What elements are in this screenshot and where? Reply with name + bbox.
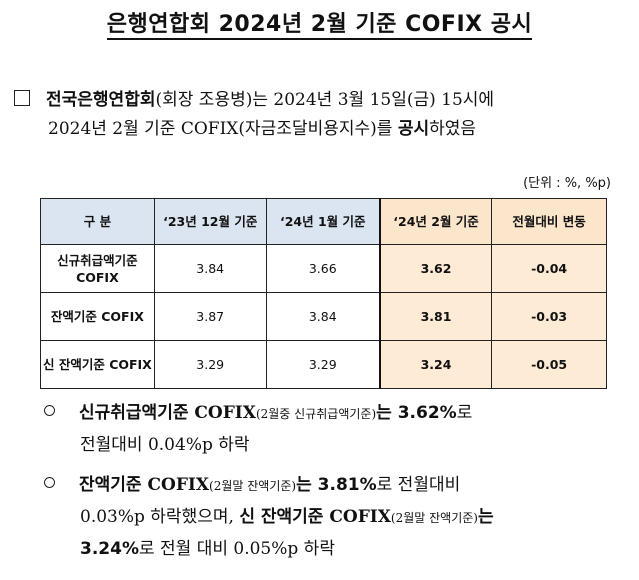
cell-feb: 3.24 — [378, 340, 493, 389]
bullet-2-paren: (2월말 잔액기준) — [209, 479, 297, 493]
intro-paragraph: 전국은행연합회(회장 조용병)는 2024년 3월 15일(금) 15시에 20… — [14, 86, 629, 144]
bullet-1-line-2: 전월대비 0.04%p 하락 — [80, 435, 250, 455]
circle-bullet-icon — [44, 477, 55, 488]
bullet-2-line-1: 잔액기준 COFIX(2월말 잔액기준)는 3.81%로 전월대비 — [44, 470, 634, 502]
row-label: 신 잔액기준 COFIX — [40, 340, 155, 389]
cell-jan: 3.66 — [265, 244, 381, 293]
cell-change: -0.05 — [491, 340, 607, 389]
header-jan-2024: ‘24년 1월 기준 — [265, 198, 381, 245]
bullet-1-head: 신규취급액기준 COFIX — [79, 403, 256, 423]
intro-text-2-bold: 공시 — [397, 119, 430, 139]
table-row: 잔액기준 COFIX 3.87 3.84 3.81 -0.03 — [40, 292, 607, 341]
unit-label: (단위 : %, %p) — [523, 176, 611, 191]
page-title: 은행연합회 2024년 2월 기준 COFIX 공시 — [0, 6, 639, 40]
intro-paren: (회장 조용병) — [155, 90, 253, 110]
bullet-2-value: 3.81% — [317, 475, 377, 495]
bullet-2-is: 는 — [296, 475, 318, 495]
row-label: 잔액기준 COFIX — [40, 292, 155, 341]
header-change: 전월대비 변동 — [491, 198, 607, 245]
cell-change: -0.03 — [491, 292, 607, 341]
bullet-2-tail: 로 전월대비 — [376, 475, 461, 495]
intro-line-1: 전국은행연합회(회장 조용병)는 2024년 3월 15일(금) 15시에 — [14, 86, 629, 115]
page-title-text: 은행연합회 2024년 2월 기준 COFIX 공시 — [106, 12, 533, 40]
intro-line-2: 2024년 2월 기준 COFIX(자금조달비용지수)를 공시하였음 — [14, 115, 629, 144]
intro-org: 전국은행연합회 — [46, 90, 156, 110]
bullet-2-line-3: 3.24%로 전월 대비 0.05%p 하락 — [44, 534, 634, 565]
summary-bullets: 신규취급액기준 COFIX(2월중 신규취급액기준)는 3.62%로 전월대비 … — [44, 398, 634, 574]
row-label: 신규취급액기준 COFIX — [40, 244, 155, 293]
cell-feb: 3.81 — [378, 292, 493, 341]
cell-jan: 3.29 — [265, 340, 381, 389]
bullet-1-line-1: 신규취급액기준 COFIX(2월중 신규취급액기준)는 3.62%로 — [44, 398, 634, 430]
table-header-row: 구 분 ‘23년 12월 기준 ‘24년 1월 기준 ‘24년 2월 기준 전월… — [40, 198, 607, 245]
intro-text-2-post: 하였음 — [429, 119, 477, 139]
cell-jan: 3.84 — [265, 292, 381, 341]
cell-change: -0.04 — [491, 244, 607, 293]
bullet-1-tail: 로 — [456, 403, 473, 423]
cell-feb: 3.62 — [378, 244, 493, 293]
header-category: 구 분 — [40, 198, 155, 245]
bullet-1-is: 는 — [376, 403, 398, 423]
bullet-2-paren-2: (2월말 잔액기준) — [390, 511, 478, 525]
bullet-2-value-2: 3.24% — [80, 539, 139, 559]
bullet-2-head: 잔액기준 COFIX — [79, 475, 210, 495]
circle-bullet-icon — [44, 405, 55, 416]
header-dec-2023: ‘23년 12월 기준 — [153, 198, 267, 245]
bullet-2-line-2: 0.03%p 하락했으며, 신 잔액기준 COFIX(2월말 잔액기준)는 — [44, 502, 634, 534]
bullet-1-value: 3.62% — [397, 403, 457, 423]
square-bullet-icon — [14, 90, 30, 106]
bullet-new-cofix: 신규취급액기준 COFIX(2월중 신규취급액기준)는 3.62%로 전월대비 … — [44, 398, 634, 461]
cell-dec: 3.87 — [153, 292, 267, 341]
bullet-2-is-2: 는 — [477, 507, 494, 527]
bullet-balance-cofix: 잔액기준 COFIX(2월말 잔액기준)는 3.81%로 전월대비 0.03%p… — [44, 470, 634, 565]
bullet-2-line-3-post: 로 전월 대비 0.05%p 하락 — [138, 539, 335, 559]
header-feb-2024: ‘24년 2월 기준 — [378, 198, 493, 245]
cell-dec: 3.29 — [153, 340, 267, 389]
intro-text-2-pre: 2024년 2월 기준 COFIX(자금조달비용지수)를 — [48, 119, 398, 139]
bullet-2-line-2-pre: 0.03%p 하락했으며, — [80, 507, 240, 527]
intro-text-1: 는 2024년 3월 15일(금) 15시에 — [252, 90, 495, 110]
table-row: 신규취급액기준 COFIX 3.84 3.66 3.62 -0.04 — [40, 244, 607, 293]
cell-dec: 3.84 — [153, 244, 267, 293]
bullet-2-head-2: 신 잔액기준 COFIX — [239, 507, 391, 527]
table-row: 신 잔액기준 COFIX 3.29 3.29 3.24 -0.05 — [40, 340, 607, 389]
cofix-table: 구 분 ‘23년 12월 기준 ‘24년 1월 기준 ‘24년 2월 기준 전월… — [40, 198, 607, 389]
bullet-1-paren: (2월중 신규취급액기준) — [255, 407, 377, 421]
